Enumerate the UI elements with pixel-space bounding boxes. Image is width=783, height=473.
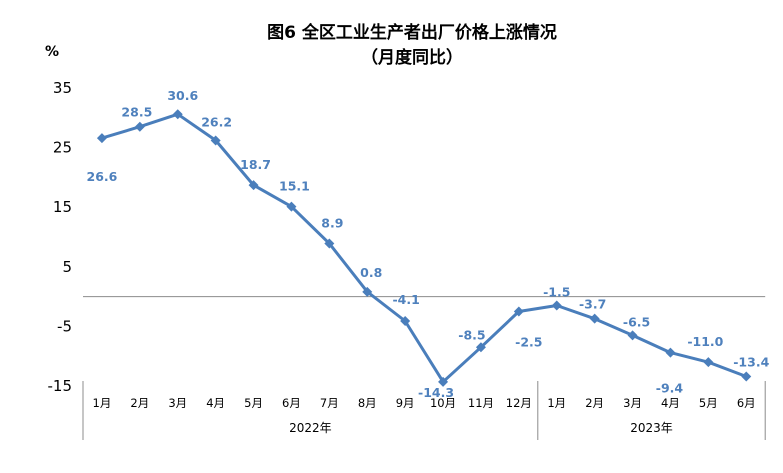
data-point bbox=[475, 342, 486, 353]
y-tick-label: 35 bbox=[53, 79, 72, 97]
x-tick-label: 3月 bbox=[168, 396, 187, 410]
data-label: -1.5 bbox=[543, 285, 570, 300]
data-point bbox=[438, 376, 449, 387]
data-label: 0.8 bbox=[360, 265, 382, 280]
data-point bbox=[134, 121, 145, 132]
x-tick-label: 6月 bbox=[737, 396, 756, 410]
data-point bbox=[362, 286, 373, 297]
data-point bbox=[513, 306, 524, 317]
data-label: -13.4 bbox=[733, 354, 769, 369]
data-label: 15.1 bbox=[279, 179, 310, 194]
data-label: 26.2 bbox=[201, 114, 232, 129]
data-label: -4.1 bbox=[392, 292, 419, 307]
x-tick-label: 5月 bbox=[699, 396, 718, 410]
y-axis-unit: % bbox=[45, 44, 59, 60]
chart-title: 图6 全区工业生产者出厂价格上涨情况 bbox=[267, 22, 557, 43]
year-group-label: 2023年 bbox=[630, 421, 673, 435]
data-point bbox=[665, 347, 676, 358]
y-tick-label: 15 bbox=[53, 198, 72, 216]
y-tick-label: -5 bbox=[57, 317, 72, 335]
x-tick-label: 9月 bbox=[396, 396, 415, 410]
data-point bbox=[400, 316, 411, 327]
data-label: 18.7 bbox=[240, 157, 271, 172]
data-label: 26.6 bbox=[87, 169, 118, 184]
data-label: -2.5 bbox=[515, 335, 542, 350]
data-point bbox=[741, 371, 752, 382]
data-label: 28.5 bbox=[121, 105, 152, 120]
data-point bbox=[172, 109, 183, 120]
x-tick-label: 11月 bbox=[468, 396, 494, 410]
data-label: -3.7 bbox=[579, 297, 606, 312]
data-point bbox=[96, 133, 107, 144]
x-tick-label: 7月 bbox=[320, 396, 339, 410]
data-point bbox=[703, 357, 714, 368]
x-tick-label: 1月 bbox=[547, 396, 566, 410]
x-tick-label: 2月 bbox=[130, 396, 149, 410]
data-label: -14.3 bbox=[418, 385, 454, 400]
x-tick-label: 8月 bbox=[358, 396, 377, 410]
axes bbox=[82, 296, 766, 440]
y-tick-label: -15 bbox=[48, 377, 73, 395]
year-group-label: 2022年 bbox=[289, 421, 332, 435]
x-tick-label: 4月 bbox=[661, 396, 680, 410]
y-tick-label: 5 bbox=[62, 258, 72, 276]
x-tick-label: 12月 bbox=[506, 396, 532, 410]
data-point bbox=[627, 330, 638, 341]
data-point bbox=[210, 135, 221, 146]
chart-subtitle: （月度同比） bbox=[361, 47, 463, 68]
data-point bbox=[324, 238, 335, 249]
data-label: -8.5 bbox=[458, 327, 485, 342]
data-label: -9.4 bbox=[656, 381, 684, 396]
x-tick-label: 2月 bbox=[585, 396, 604, 410]
x-tick-label: 6月 bbox=[282, 396, 301, 410]
data-point bbox=[589, 313, 600, 324]
x-tick-label: 1月 bbox=[93, 396, 112, 410]
y-tick-label: 25 bbox=[53, 139, 72, 157]
data-label: 30.6 bbox=[167, 88, 198, 103]
x-axis: 1月 2月 3月 4月 5月 6月 7月 8月 9月 10月 11月 12月 1月 2月 3月 4月 5月 6月 bbox=[93, 396, 756, 410]
data-point bbox=[248, 180, 259, 191]
x-tick-label: 5月 bbox=[244, 396, 263, 410]
data-label: -6.5 bbox=[623, 314, 650, 329]
year-groups: 2022年 2023年 bbox=[289, 381, 673, 440]
x-tick-label: 3月 bbox=[623, 396, 642, 410]
plot-area: 26.6 28.5 30.626.2 18.7 15.1 8.9 0.8 -4.1 -14.3 -… bbox=[87, 88, 770, 400]
data-point bbox=[286, 201, 297, 212]
x-tick-label: 4月 bbox=[206, 396, 225, 410]
data-point bbox=[551, 300, 562, 311]
data-label: -11.0 bbox=[687, 334, 723, 349]
x-tick-label: 10月 bbox=[430, 396, 456, 410]
series-line bbox=[101, 112, 747, 384]
data-label: 8.9 bbox=[321, 216, 343, 231]
y-axis: 35 25 15 5 -5 -15 bbox=[48, 79, 73, 395]
